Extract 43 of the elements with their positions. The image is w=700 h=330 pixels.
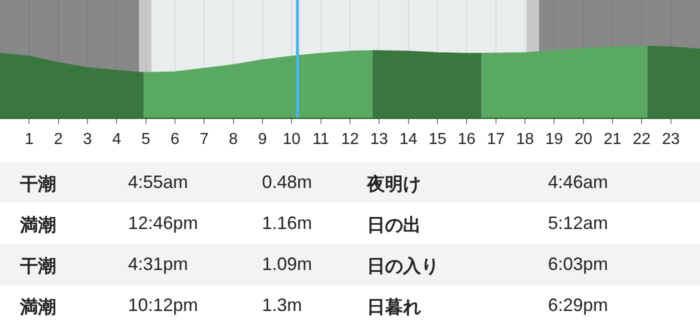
text: 6:29pm (548, 295, 608, 316)
text: 満潮 (20, 214, 56, 237)
text: 日の出 (367, 214, 421, 237)
text: 日の入り (367, 255, 439, 278)
text: 4:46am (548, 172, 608, 193)
x-tick-label: 13 (370, 130, 388, 148)
text: 1.09m (262, 254, 312, 275)
text: 4:31pm (128, 254, 188, 275)
x-tick-label: 1 (24, 130, 34, 148)
x-tick-label: 2 (54, 130, 63, 148)
text: 夜明け (367, 173, 421, 196)
x-tick-label: 21 (604, 130, 622, 148)
text: 4:55am (128, 172, 188, 193)
x-tick-label: 15 (428, 130, 446, 148)
text: 1.3m (262, 295, 302, 316)
x-tick-label: 5 (141, 130, 150, 148)
text: 10:12pm (128, 295, 198, 316)
x-tick-label: 8 (228, 130, 238, 148)
x-tick-label: 11 (312, 130, 330, 148)
text: 干潮 (20, 173, 56, 196)
text: 12:46pm (128, 213, 198, 234)
text: 日暮れ (367, 296, 421, 319)
x-tick-label: 16 (458, 130, 476, 148)
x-tick-label: 20 (574, 130, 592, 148)
x-tick-label: 10 (282, 130, 301, 148)
text: 0.48m (262, 172, 312, 193)
x-tick-label: 18 (516, 130, 534, 148)
x-tick-label: 22 (632, 130, 651, 148)
x-tick-label: 14 (399, 130, 418, 148)
x-tick-label: 7 (200, 130, 209, 148)
x-tick-label: 19 (545, 130, 564, 148)
x-tick-label: 4 (112, 130, 122, 148)
x-tick-label: 3 (83, 130, 92, 148)
x-tick-label: 9 (258, 130, 268, 148)
text: 1.16m (262, 213, 312, 234)
x-tick-label: 17 (486, 130, 505, 148)
text: 5:12am (548, 213, 608, 234)
text: 6:03pm (548, 254, 608, 275)
x-tick-label: 12 (341, 130, 359, 148)
x-tick-label: 6 (170, 130, 180, 148)
text: 満潮 (20, 296, 56, 319)
x-tick-label: 23 (662, 130, 680, 148)
text: 干潮 (20, 255, 56, 278)
